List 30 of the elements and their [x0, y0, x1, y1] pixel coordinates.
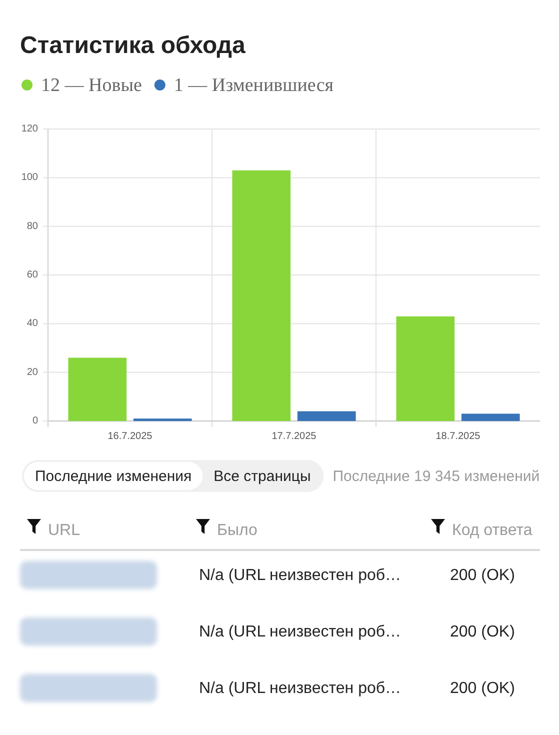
- bar: [461, 414, 520, 421]
- category-label: Код ответа: [452, 522, 532, 539]
- text: 200 (OK): [450, 623, 515, 640]
- legend-label: 1 — Изменившиеся: [174, 74, 334, 96]
- legend-label: 12 — Новые: [41, 74, 142, 96]
- y-tick-label: 100: [21, 172, 38, 184]
- text: 200 (OK): [450, 680, 515, 696]
- x-tick-label: 18.7.2025: [436, 430, 481, 442]
- category-label: URL: [48, 522, 80, 539]
- text: Последние изменения: [35, 468, 192, 484]
- bar: [297, 411, 356, 421]
- text: 200 (OK): [450, 566, 515, 584]
- y-tick-label: 80: [26, 220, 38, 232]
- chart-title: Статистика обхода: [20, 32, 246, 59]
- x-tick-label: 17.7.2025: [272, 430, 317, 442]
- bar: [396, 316, 455, 421]
- x-tick-label: 16.7.2025: [108, 430, 153, 442]
- text: N/a (URL неизвестен роб…: [199, 623, 402, 640]
- category-label: Было: [217, 522, 258, 539]
- bar: [68, 358, 127, 421]
- y-tick-label: 20: [26, 366, 38, 378]
- text: Все страницы: [214, 468, 311, 484]
- text: Последние 19 345 изменений: [332, 468, 540, 484]
- text: N/a (URL неизвестен роб…: [199, 680, 402, 696]
- y-tick-label: 0: [32, 416, 38, 426]
- y-tick-label: 120: [21, 124, 38, 134]
- y-tick-label: 40: [26, 318, 38, 330]
- text: N/a (URL неизвестен роб…: [199, 566, 402, 584]
- y-tick-label: 60: [26, 270, 38, 280]
- bar: [232, 170, 291, 421]
